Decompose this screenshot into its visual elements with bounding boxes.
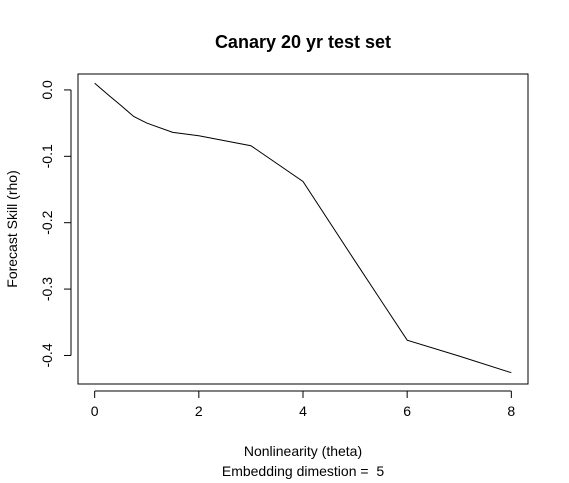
x-tick-label: 0 [91,403,99,419]
x-tick-label: 8 [507,403,515,419]
x-tick-label: 6 [403,403,411,419]
x-tick-label: 2 [195,403,203,419]
y-tick-label: -0.3 [39,277,55,301]
y-tick-label: -0.1 [39,144,55,168]
plot-frame [77,73,529,385]
series-layer [94,82,512,374]
x-axis-sublabel: Embedding dimestion = 5 [222,463,384,479]
series-line [94,82,512,374]
y-tick-label: -0.4 [39,343,55,367]
y-axis: 0.0 -0.1 -0.2 -0.3 -0.4 [39,80,72,368]
chart-title: Canary 20 yr test set [215,32,391,52]
x-axis-label: Nonlinearity (theta) [244,443,362,459]
x-axis: 0 2 4 6 8 [91,390,515,419]
y-axis-label: Forecast Skill (rho) [4,170,20,287]
y-tick-label: 0.0 [39,80,55,100]
x-tick-label: 4 [299,403,307,419]
y-tick-label: -0.2 [39,210,55,234]
